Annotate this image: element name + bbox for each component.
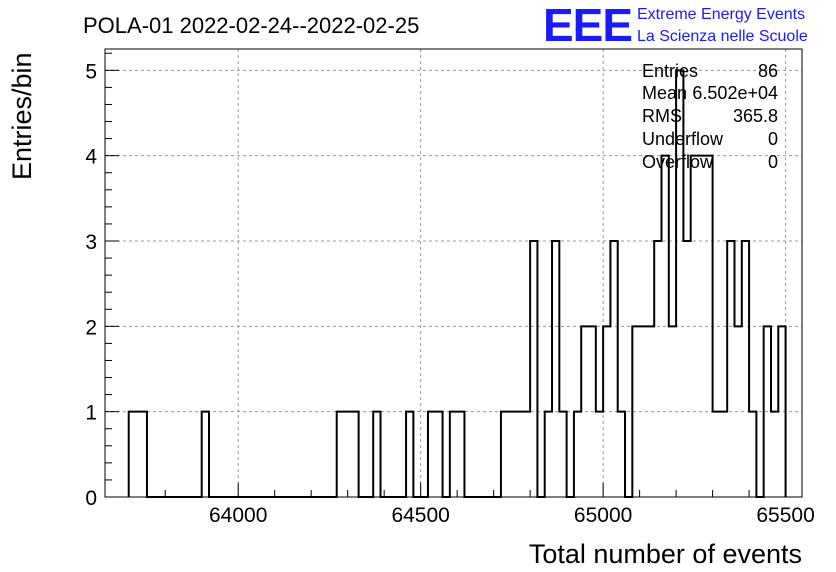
y-tick-label-4: 4 — [85, 146, 97, 169]
stats-box: Entries 86 Mean 6.502e+04 RMS 365.8 Unde… — [642, 61, 778, 172]
stat-entries-value: 86 — [758, 61, 778, 81]
logo: EEE Extreme Energy Events La Scienza nel… — [543, 0, 808, 51]
stat-rms-label: RMS — [642, 106, 682, 126]
stat-overflow-label: Overflow — [642, 152, 714, 172]
stat-underflow-label: Underflow — [642, 129, 724, 149]
chart-title: POLA-01 2022-02-24--2022-02-25 — [83, 13, 419, 38]
y-axis-title: Entries/bin — [7, 52, 37, 180]
logo-line2: La Scienza nelle Scuole — [637, 28, 808, 45]
stat-underflow-value: 0 — [768, 129, 778, 149]
stat-mean-value: 6.502e+04 — [692, 83, 778, 103]
tick-labels: 64000 64500 65000 65500 0 1 2 3 4 5 — [85, 60, 814, 527]
plot-border — [104, 48, 803, 498]
histogram-outline — [127, 69, 787, 498]
stat-mean-label: Mean — [642, 83, 687, 103]
stat-rms-value: 365.8 — [733, 106, 778, 126]
y-tick-label-3: 3 — [85, 231, 97, 254]
x-tick-label-1: 64500 — [391, 504, 449, 527]
y-tick-label-0: 0 — [85, 487, 97, 510]
x-tick-label-0: 64000 — [209, 504, 267, 527]
logo-line1: Extreme Energy Events — [637, 6, 805, 23]
x-tick-label-2: 65000 — [574, 504, 632, 527]
y-tick-label-2: 2 — [85, 316, 97, 339]
stat-entries-label: Entries — [642, 61, 698, 81]
plot-frame — [104, 48, 803, 498]
y-tick-label-1: 1 — [85, 402, 97, 425]
stat-overflow-value: 0 — [768, 152, 778, 172]
y-tick-label-5: 5 — [85, 60, 97, 83]
x-tick-label-3: 65500 — [756, 504, 814, 527]
logo-letters: EEE — [543, 0, 632, 51]
x-axis-title: Total number of events — [529, 539, 802, 569]
axis-ticks — [105, 52, 787, 498]
